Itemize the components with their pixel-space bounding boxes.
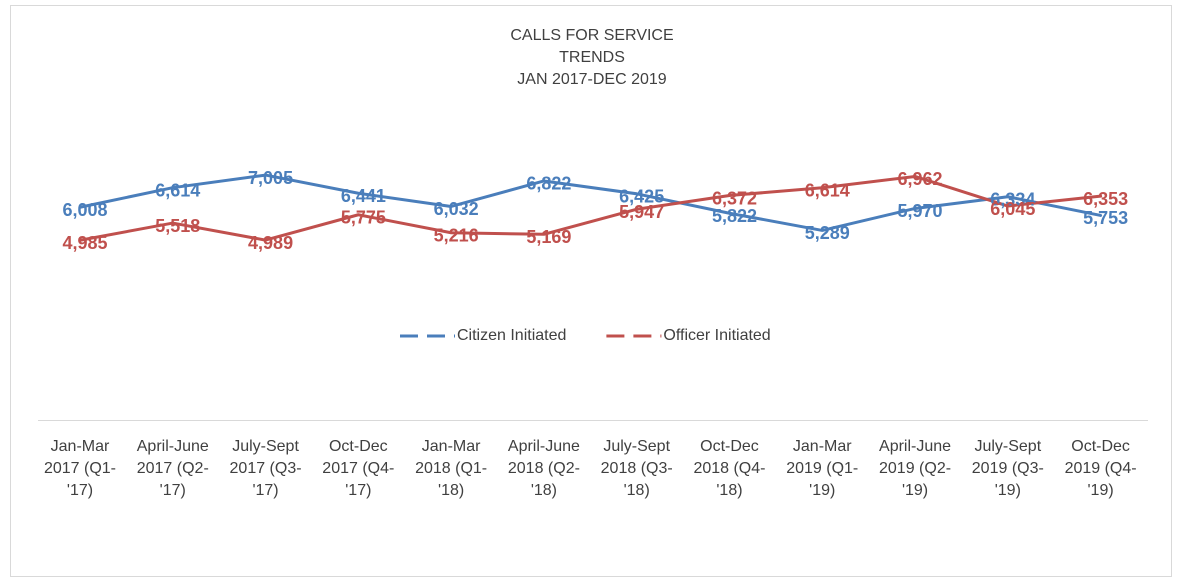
data-label: 5,775 [341,208,386,228]
data-label: 7,005 [248,168,293,188]
x-tick-label: Oct-Dec 2019 (Q4-'19) [1064,438,1137,499]
series-line [78,174,1103,242]
data-label: 6,962 [898,169,943,189]
data-label: 6,614 [805,180,850,200]
data-label: 5,216 [434,226,479,246]
data-label: 6,425 [619,187,664,207]
x-tick-label: April-June 2018 (Q2-'18) [507,438,580,499]
legend-label: Citizen Initiated [457,327,566,344]
data-label: 6,334 [990,189,1035,209]
chart-title: JAN 2017-DEC 2019 [517,71,667,88]
data-label: 6,614 [155,180,200,200]
data-label: 6,441 [341,186,386,206]
x-tick-label: Jan-Mar 2017 (Q1-'17) [43,438,116,499]
data-label: 5,169 [526,227,571,247]
x-tick-label: April-June 2017 (Q2-'17) [136,438,209,499]
data-label: 4,989 [248,233,293,253]
x-tick-label: April-June 2019 (Q2-'19) [879,438,952,499]
data-label: 5,970 [898,201,943,221]
data-label: 6,008 [62,200,107,220]
data-label: 6,353 [1083,189,1128,209]
data-label: 4,985 [62,233,107,253]
legend-label: Officer Initiated [663,327,770,344]
x-tick-label: Oct-Dec 2017 (Q4-'17) [322,438,395,499]
x-tick-label: July-Sept 2018 (Q3-'18) [600,438,673,499]
chart-title: CALLS FOR SERVICE [510,27,673,44]
chart-frame [10,5,1172,577]
data-label: 6,372 [712,188,757,208]
x-tick-label: Oct-Dec 2018 (Q4-'18) [693,438,766,499]
data-label: 6,822 [526,174,571,194]
data-label: 6,032 [434,199,479,219]
x-tick-label: Jan-Mar 2019 (Q1-'19) [786,438,859,499]
x-tick-label: July-Sept 2017 (Q3-'17) [229,438,302,499]
series-line [78,173,1103,232]
data-label: 5,753 [1083,208,1128,228]
x-tick-label: Jan-Mar 2018 (Q1-'18) [415,438,488,499]
data-label: 6,045 [990,199,1035,219]
data-label: 5,822 [712,206,757,226]
data-label: 5,947 [619,202,664,222]
data-label: 5,289 [805,223,850,243]
chart-title: TRENDS [559,49,625,66]
data-label: 5,518 [155,216,200,236]
x-tick-label: July-Sept 2019 (Q3-'19) [971,438,1044,499]
